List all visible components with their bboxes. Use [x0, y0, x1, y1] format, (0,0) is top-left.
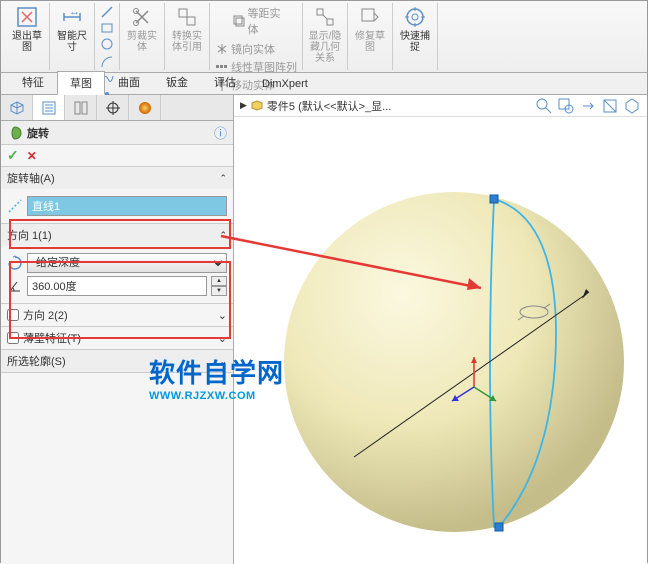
mirror-button[interactable]: 镜向实体 — [215, 41, 297, 57]
quick-snap-label: 快速捕捉 — [400, 31, 430, 53]
chevron-up-icon: ⌃ — [219, 173, 227, 184]
svg-text:↔: ↔ — [69, 6, 80, 18]
tab-surface[interactable]: 曲面 — [105, 70, 153, 94]
zoom-area-icon[interactable] — [557, 97, 575, 115]
line-tool[interactable] — [100, 5, 114, 19]
revolve-icon — [7, 125, 23, 141]
zoom-fit-icon[interactable] — [535, 97, 553, 115]
scissors-icon — [130, 5, 154, 29]
tree-expand-icon[interactable]: ▶ — [240, 100, 247, 111]
section-dir1-header[interactable]: 方向 1(1)⌃ — [1, 224, 233, 246]
viewport-canvas — [234, 117, 648, 562]
relation-icon — [313, 5, 337, 29]
offset-icon — [232, 14, 246, 28]
chevron-up-icon: ⌃ — [219, 230, 227, 241]
section-contour: 所选轮廓(S)⌄ — [1, 350, 233, 373]
rect-icon — [100, 21, 114, 35]
crosshair-icon — [105, 100, 121, 116]
convert-button[interactable]: 转换实体引用 — [168, 3, 206, 55]
panel-tab-dim[interactable] — [97, 95, 129, 120]
ok-button[interactable]: ✓ — [7, 147, 19, 164]
panel-tab-property[interactable] — [33, 95, 65, 120]
panel-actions: ✓ ✕ — [1, 145, 233, 167]
config-icon — [73, 100, 89, 116]
view-orient-icon[interactable] — [623, 97, 641, 115]
tab-evaluate[interactable]: 评估 — [201, 70, 249, 94]
convert-icon — [175, 5, 199, 29]
mirror-icon — [215, 42, 229, 56]
line-icon — [100, 5, 114, 19]
show-hide-button[interactable]: 显示/隐藏几何关系 — [306, 3, 344, 66]
section-dir1: 方向 1(1)⌃ 给定深度 ▲▼ — [1, 224, 233, 304]
ribbon-toolbar: 退出草图 ↔ 智能尺寸 A 剪裁实体 — [1, 1, 647, 73]
trim-label: 剪裁实体 — [127, 31, 157, 53]
circle-tool[interactable] — [100, 37, 114, 51]
axis-input[interactable] — [27, 196, 227, 216]
arc-tool[interactable] — [100, 55, 114, 69]
trim-button[interactable]: 剪裁实体 — [123, 3, 161, 55]
repair-button[interactable]: 修复草图 — [351, 3, 389, 55]
panel-header: 旋转 ⓘ — [1, 121, 233, 145]
section-view-icon[interactable] — [601, 97, 619, 115]
dir2-checkbox[interactable] — [7, 309, 19, 321]
sketch-tools-group — [98, 3, 116, 53]
section-dir2: 方向 2(2)⌄ — [1, 304, 233, 327]
depth-type-select[interactable]: 给定深度 — [27, 253, 227, 273]
direction-icon — [7, 255, 23, 271]
tab-feature[interactable]: 特征 — [9, 70, 57, 94]
help-icon[interactable]: ⓘ — [214, 123, 227, 142]
dir2-checkbox-row[interactable]: 方向 2(2)⌄ — [1, 304, 233, 326]
panel-tabs — [1, 95, 233, 121]
offset-button[interactable]: 等距实体 — [232, 5, 281, 37]
panel-tab-appearance[interactable] — [129, 95, 161, 120]
exit-sketch-label: 退出草图 — [12, 31, 42, 53]
tab-sheetmetal[interactable]: 钣金 — [153, 70, 201, 94]
section-axis: 旋转轴(A)⌃ — [1, 167, 233, 224]
exit-sketch-button[interactable]: 退出草图 — [8, 3, 46, 55]
angle-input[interactable] — [27, 276, 207, 296]
rect-tool[interactable] — [100, 21, 114, 35]
repair-icon — [358, 5, 382, 29]
smart-dim-label: 智能尺寸 — [57, 31, 87, 53]
feature-tabs: 特征 草图 曲面 钣金 评估 DimXpert — [1, 73, 647, 95]
section-thin: 薄壁特征(T)⌄ — [1, 327, 233, 350]
chevron-down-icon: ⌄ — [218, 332, 227, 345]
list-icon — [41, 100, 57, 116]
view-prev-icon[interactable] — [579, 97, 597, 115]
property-panel: 旋转 ⓘ ✓ ✕ 旋转轴(A)⌃ 方向 1(1)⌃ 给定深度 — [1, 95, 234, 564]
sphere-icon — [137, 100, 153, 116]
viewport[interactable]: ▶ 零件5 (默认<<默认>_显... — [234, 95, 647, 564]
angle-icon — [7, 278, 23, 294]
convert-label: 转换实体引用 — [172, 31, 202, 53]
panel-tab-config[interactable] — [65, 95, 97, 120]
smart-dim-button[interactable]: ↔ 智能尺寸 — [53, 3, 91, 55]
panel-tab-feature[interactable] — [1, 95, 33, 120]
show-hide-label: 显示/隐藏几何关系 — [309, 31, 342, 64]
cube-icon — [9, 100, 25, 116]
angle-spinner[interactable]: ▲▼ — [211, 276, 227, 296]
arc-icon — [100, 55, 114, 69]
section-axis-header[interactable]: 旋转轴(A)⌃ — [1, 167, 233, 189]
quick-snap-button[interactable]: 快速捕捉 — [396, 3, 434, 55]
repair-label: 修复草图 — [355, 31, 385, 53]
tab-sketch[interactable]: 草图 — [57, 71, 105, 95]
cancel-button[interactable]: ✕ — [27, 149, 37, 163]
axis-line-icon — [7, 198, 23, 214]
thin-checkbox-row[interactable]: 薄壁特征(T)⌄ — [1, 327, 233, 349]
part-icon — [251, 100, 263, 112]
view-icons — [535, 97, 641, 115]
circle-icon — [100, 37, 114, 51]
chevron-down-icon: ⌄ — [219, 356, 227, 367]
tree-root-label: 零件5 (默认<<默认>_显... — [267, 98, 391, 114]
snap-icon — [403, 5, 427, 29]
tab-dimxpert[interactable]: DimXpert — [249, 74, 321, 94]
panel-title: 旋转 — [27, 125, 49, 141]
dimension-icon: ↔ — [60, 5, 84, 29]
chevron-down-icon: ⌄ — [218, 309, 227, 322]
section-contour-header[interactable]: 所选轮廓(S)⌄ — [1, 350, 233, 372]
pattern-group: 等距实体 — [230, 3, 283, 39]
thin-checkbox[interactable] — [7, 332, 19, 344]
exit-sketch-icon — [15, 5, 39, 29]
